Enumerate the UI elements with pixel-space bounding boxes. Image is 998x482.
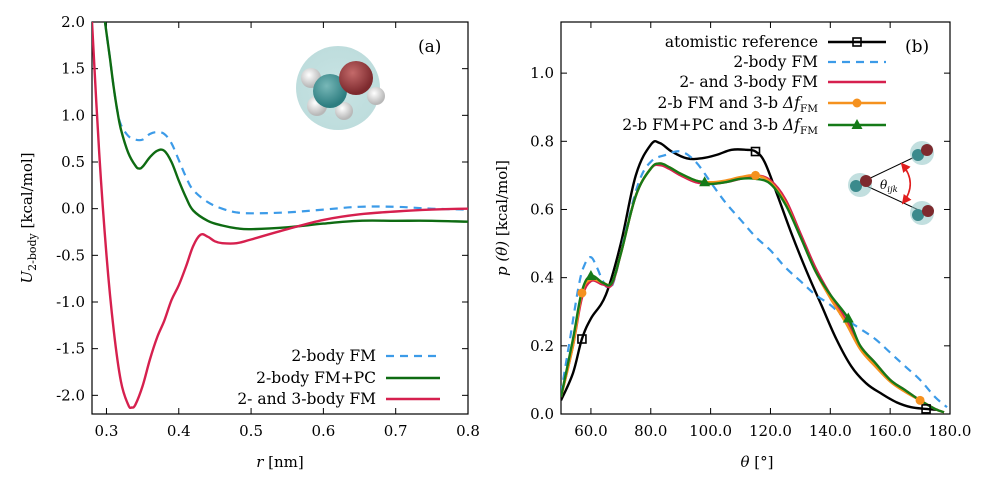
x-tick-label: 160.0 [869, 422, 912, 440]
plot-frame-a [91, 21, 469, 415]
inset-atom [921, 144, 933, 156]
x-tick-label: 0.8 [456, 422, 480, 440]
y-tick-label: -1.5 [56, 340, 85, 358]
data-point-triangle [842, 312, 854, 323]
data-point-triangle [699, 176, 711, 187]
y-tick-label: 0.8 [530, 132, 554, 150]
y-tick-label: 0.2 [530, 337, 554, 355]
legend-label: atomistic reference [665, 33, 818, 51]
axis-ticks-a: 0.3 0.4 0.5 0.6 0.7 0.8 2.0 1.5 1.0 0.5 0.0 -0.5 -1.… [56, 13, 480, 440]
legend-label: 2-body FM [291, 347, 376, 365]
legend-label: 2- and 3-body FM [679, 73, 818, 91]
legend-label: 2-body FM+PC [256, 369, 376, 387]
plot-frame-b [560, 21, 951, 415]
legend-label: 2-body FM [733, 53, 818, 71]
y-tick-label: 1.5 [61, 60, 85, 78]
x-tick-label: 0.3 [95, 422, 119, 440]
inset-atom [860, 175, 872, 187]
data-point-triangle [585, 269, 597, 280]
x-tick-label: 0.5 [239, 422, 263, 440]
panel-label-b: (b) [905, 37, 929, 57]
series-line [561, 150, 948, 409]
data-point-square [921, 404, 931, 414]
legend-marker-square [852, 37, 862, 47]
oxygen-atom [339, 61, 373, 95]
x-axis-label-b: θ [°] [740, 453, 773, 471]
x-tick-label: 120.0 [749, 422, 792, 440]
data-point-square [577, 334, 587, 344]
data-point-circle [751, 170, 760, 180]
y-axis-label-a: U2-body [kcal/mol] [18, 152, 39, 283]
angle-inset: θijk [848, 141, 934, 225]
x-tick-label: 0.6 [311, 422, 335, 440]
y-tick-label: 0.0 [530, 405, 554, 423]
series-line [561, 140, 939, 412]
panel-label-a: (a) [418, 37, 441, 57]
legend-label: 2-b FM and 3-b ΔfFM [657, 94, 818, 115]
x-axis-label-a: r [nm] [256, 453, 304, 471]
legend-a: 2-body FM 2-body FM+PC 2- and 3-body FM [237, 347, 440, 408]
y-tick-label: -1.0 [56, 293, 85, 311]
y-tick-label: -0.5 [56, 246, 85, 264]
series-markers-b [577, 146, 931, 414]
x-tick-label: 80.0 [634, 422, 667, 440]
panel-a: 0.3 0.4 0.5 0.6 0.7 0.8 2.0 1.5 1.0 0.5 0.0 -0.5 -1.… [18, 13, 480, 471]
x-tick-label: 140.0 [809, 422, 852, 440]
legend-label: 2- and 3-body FM [237, 390, 376, 408]
legend-marker-circle [852, 98, 862, 108]
y-tick-label: 0.6 [530, 200, 554, 218]
hydrogen-atom [335, 102, 353, 120]
inset-angle-arc [900, 162, 912, 205]
legend-b: atomistic reference 2-body FM 2- and 3-b… [622, 33, 886, 137]
inset-atom [922, 205, 934, 217]
x-tick-label: 0.7 [384, 422, 408, 440]
y-tick-label: 1.0 [61, 106, 85, 124]
y-tick-label: -2.0 [56, 386, 85, 404]
y-tick-label: 0.0 [61, 200, 85, 218]
y-axis-label-b: p (θ) [kcal/mol] [493, 160, 511, 276]
series-group-a [92, 22, 468, 410]
hydrogen-atom [367, 87, 385, 105]
data-point-circle [915, 395, 925, 405]
data-point-circle [577, 288, 587, 298]
legend-marker-triangle [851, 119, 863, 129]
y-tick-label: 1.0 [530, 64, 554, 82]
legend-label: 2-b FM+PC and 3-b ΔfFM [622, 116, 818, 137]
x-tick-label: 100.0 [689, 422, 732, 440]
panel-b: 60.0 80.0 100.0 120.0 140.0 160.0 180.0 0.0 0.2 0… [493, 21, 971, 471]
inset-atom [912, 149, 924, 161]
molecule-inset [296, 46, 385, 130]
y-tick-label: 0.5 [61, 153, 85, 171]
series-group-b [561, 140, 948, 414]
series-line [103, 22, 468, 231]
data-point-square [750, 146, 761, 157]
series-line [92, 22, 468, 410]
inset-atom [912, 209, 924, 221]
x-tick-label: 180.0 [929, 422, 972, 440]
carbon-atom [313, 74, 347, 108]
y-tick-label: 0.4 [530, 269, 554, 287]
axis-ticks-b: 60.0 80.0 100.0 120.0 140.0 160.0 180.0 0.0 0.2 0… [530, 22, 971, 440]
x-tick-label: 60.0 [574, 422, 607, 440]
inset-angle-label: θijk [880, 178, 898, 195]
x-tick-label: 0.4 [167, 422, 191, 440]
series-line [103, 22, 468, 215]
inset-atom [850, 180, 862, 192]
y-tick-label: 2.0 [61, 13, 85, 31]
series-line [561, 162, 945, 414]
